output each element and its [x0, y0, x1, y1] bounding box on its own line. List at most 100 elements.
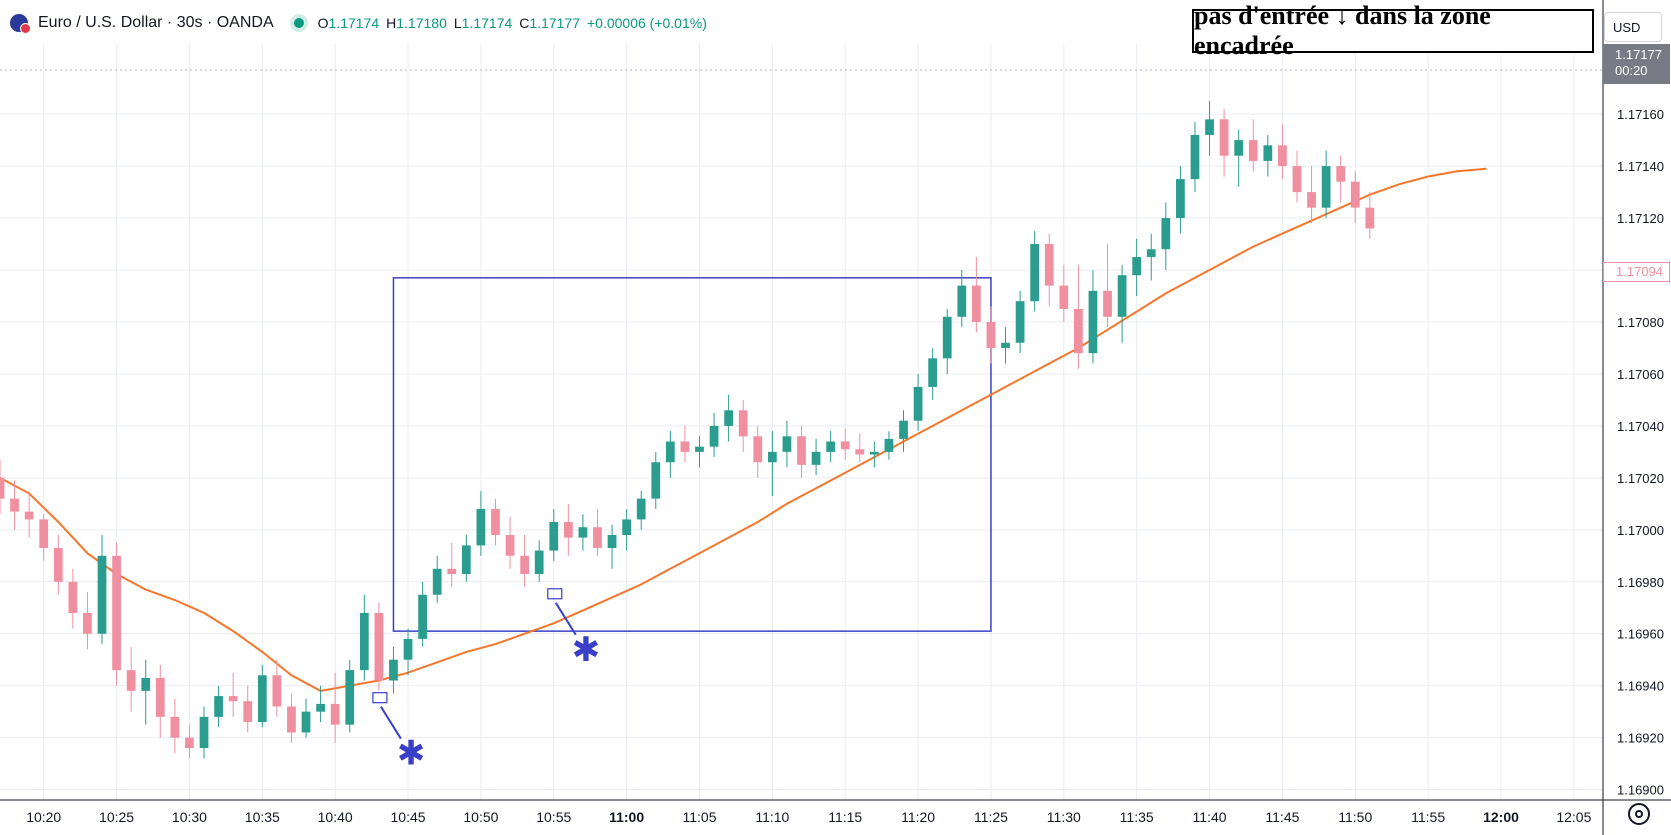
x-tick-label: 12:00: [1483, 809, 1519, 825]
candle-body: [913, 386, 923, 421]
candle-body: [1205, 119, 1214, 135]
candle-body: [418, 594, 427, 639]
x-tick-label: 11:40: [1193, 809, 1227, 825]
candle-body: [476, 509, 486, 546]
high-label: H: [386, 15, 397, 31]
candle-body: [884, 438, 894, 452]
symbol-title[interactable]: Euro / U.S. Dollar · 30s · OANDA: [38, 14, 274, 31]
y-tick-label: 1.17120: [1617, 211, 1664, 226]
eur-usd-flag-icon[interactable]: [10, 14, 31, 34]
candle-body: [83, 612, 92, 634]
candle-body: [782, 436, 792, 452]
candle-body: [447, 568, 457, 574]
candle-body: [301, 711, 311, 733]
x-tick-label: 11:30: [1047, 809, 1081, 825]
x-tick-label: 11:15: [828, 809, 862, 825]
candle-body: [330, 703, 340, 725]
candle-body: [622, 519, 631, 536]
candle-body: [1015, 301, 1025, 343]
candle-body: [607, 535, 617, 548]
y-tick-label: 1.16920: [1617, 731, 1664, 746]
x-tick-label: 10:45: [391, 809, 426, 825]
candle-body: [505, 535, 515, 556]
candle-body: [257, 675, 267, 723]
candle-body: [1307, 192, 1316, 208]
current-price: 1.17177: [1615, 47, 1662, 62]
candle-body: [228, 696, 238, 702]
candle-body: [170, 716, 180, 738]
candle-body: [651, 462, 661, 499]
candle-body: [1146, 249, 1156, 258]
candle-body: [549, 522, 559, 551]
candle-body: [432, 568, 442, 595]
candle-body: [1132, 257, 1142, 276]
candle-body: [1321, 166, 1331, 208]
high-value: 1.17180: [396, 15, 447, 31]
candle-body: [1234, 140, 1244, 156]
close-label: C: [519, 15, 530, 31]
current-price-badge: 1.17177 00:20: [1603, 44, 1670, 84]
last-price-badge: 1.17094: [1603, 262, 1670, 282]
candle-body: [491, 509, 500, 536]
candle-body: [316, 703, 325, 712]
y-tick-label: 1.16900: [1617, 783, 1664, 798]
candle-body: [1103, 290, 1112, 317]
candle-body: [738, 410, 748, 437]
candle-body: [1263, 145, 1273, 161]
x-tick-label: 11:35: [1120, 809, 1154, 825]
y-tick-label: 1.17040: [1617, 419, 1664, 434]
candle-body: [199, 716, 209, 749]
candle-body: [112, 555, 121, 671]
candle-body: [185, 737, 194, 749]
x-tick-label: 11:25: [974, 809, 1008, 825]
change-value: +0.00006 (+0.01%): [587, 15, 707, 31]
marker-asterisk-icon: ✱: [572, 630, 601, 670]
x-tick-label: 11:05: [682, 809, 716, 825]
candle-body: [155, 677, 165, 717]
low-label: L: [453, 15, 462, 31]
candle-body: [345, 670, 355, 725]
candle-body: [403, 638, 413, 660]
candle-body: [593, 527, 602, 548]
candle-body: [869, 451, 879, 455]
candle-body: [1336, 166, 1346, 182]
currency-button[interactable]: USD: [1604, 12, 1662, 42]
y-tick-label: 1.17080: [1617, 315, 1664, 330]
bar-countdown: 00:20: [1615, 63, 1648, 78]
candle-body: [957, 285, 967, 317]
candle-body: [665, 441, 675, 463]
candle-body: [0, 477, 5, 499]
y-tick-label: 1.16980: [1617, 575, 1664, 590]
candle-body: [1030, 244, 1040, 302]
candle-body: [1292, 166, 1302, 193]
candle-body: [797, 436, 806, 465]
x-tick-label: 10:20: [26, 809, 61, 825]
x-tick-label: 12:05: [1556, 809, 1591, 825]
candle-body: [39, 519, 49, 548]
candle-body: [680, 441, 690, 452]
candle-body: [1365, 207, 1375, 229]
y-tick-label: 1.16940: [1617, 679, 1664, 694]
y-tick-label: 1.17140: [1617, 159, 1664, 174]
candle-body: [97, 555, 107, 634]
entry-zone-box: [392, 277, 992, 632]
marker-box: [547, 588, 563, 600]
x-tick-label: 10:35: [245, 809, 280, 825]
candle-body: [53, 548, 63, 582]
x-tick-label: 10:25: [99, 809, 134, 825]
ohlc-values: O1.17174 H1.17180 L1.17174 C1.17177 +0.0…: [318, 15, 707, 31]
candle-body: [520, 555, 529, 574]
candle-body: [141, 677, 151, 691]
candle-body: [359, 612, 369, 671]
y-tick-label: 1.17160: [1617, 107, 1664, 122]
x-tick-label: 10:30: [172, 809, 207, 825]
candle-body: [243, 701, 253, 723]
moving-average-line: [0, 167, 1487, 692]
chart-settings-icon[interactable]: [1628, 803, 1650, 825]
candle-body: [1117, 275, 1127, 317]
candle-body: [461, 545, 471, 574]
candle-body: [24, 511, 34, 520]
candle-body: [578, 527, 588, 538]
x-tick-label: 11:00: [609, 809, 644, 825]
